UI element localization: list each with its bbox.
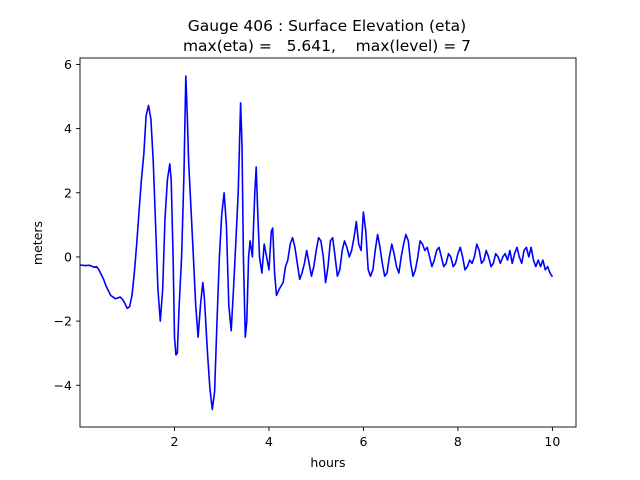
y-tick-label: 0 <box>64 249 72 264</box>
y-tick-label: −4 <box>54 378 72 393</box>
plot-area-frame <box>79 57 577 428</box>
y-tick-label: 2 <box>64 185 72 200</box>
chart-subtitle: max(eta) = 5.641, max(level) = 7 <box>183 37 471 55</box>
y-tick-label: −2 <box>54 314 72 329</box>
y-tick-label: 6 <box>64 57 72 72</box>
x-tick-label: 8 <box>454 434 462 449</box>
x-axis-label: hours <box>310 455 345 470</box>
x-tick-label: 10 <box>544 434 560 449</box>
x-tick-label: 2 <box>170 434 178 449</box>
y-tick-label: 4 <box>64 121 72 136</box>
x-tick-label: 6 <box>359 434 367 449</box>
chart-title: Gauge 406 : Surface Elevation (eta) <box>188 17 466 35</box>
series-line-eta <box>79 75 554 411</box>
x-tick-label: 4 <box>265 434 273 449</box>
y-axis-label: meters <box>30 221 45 265</box>
